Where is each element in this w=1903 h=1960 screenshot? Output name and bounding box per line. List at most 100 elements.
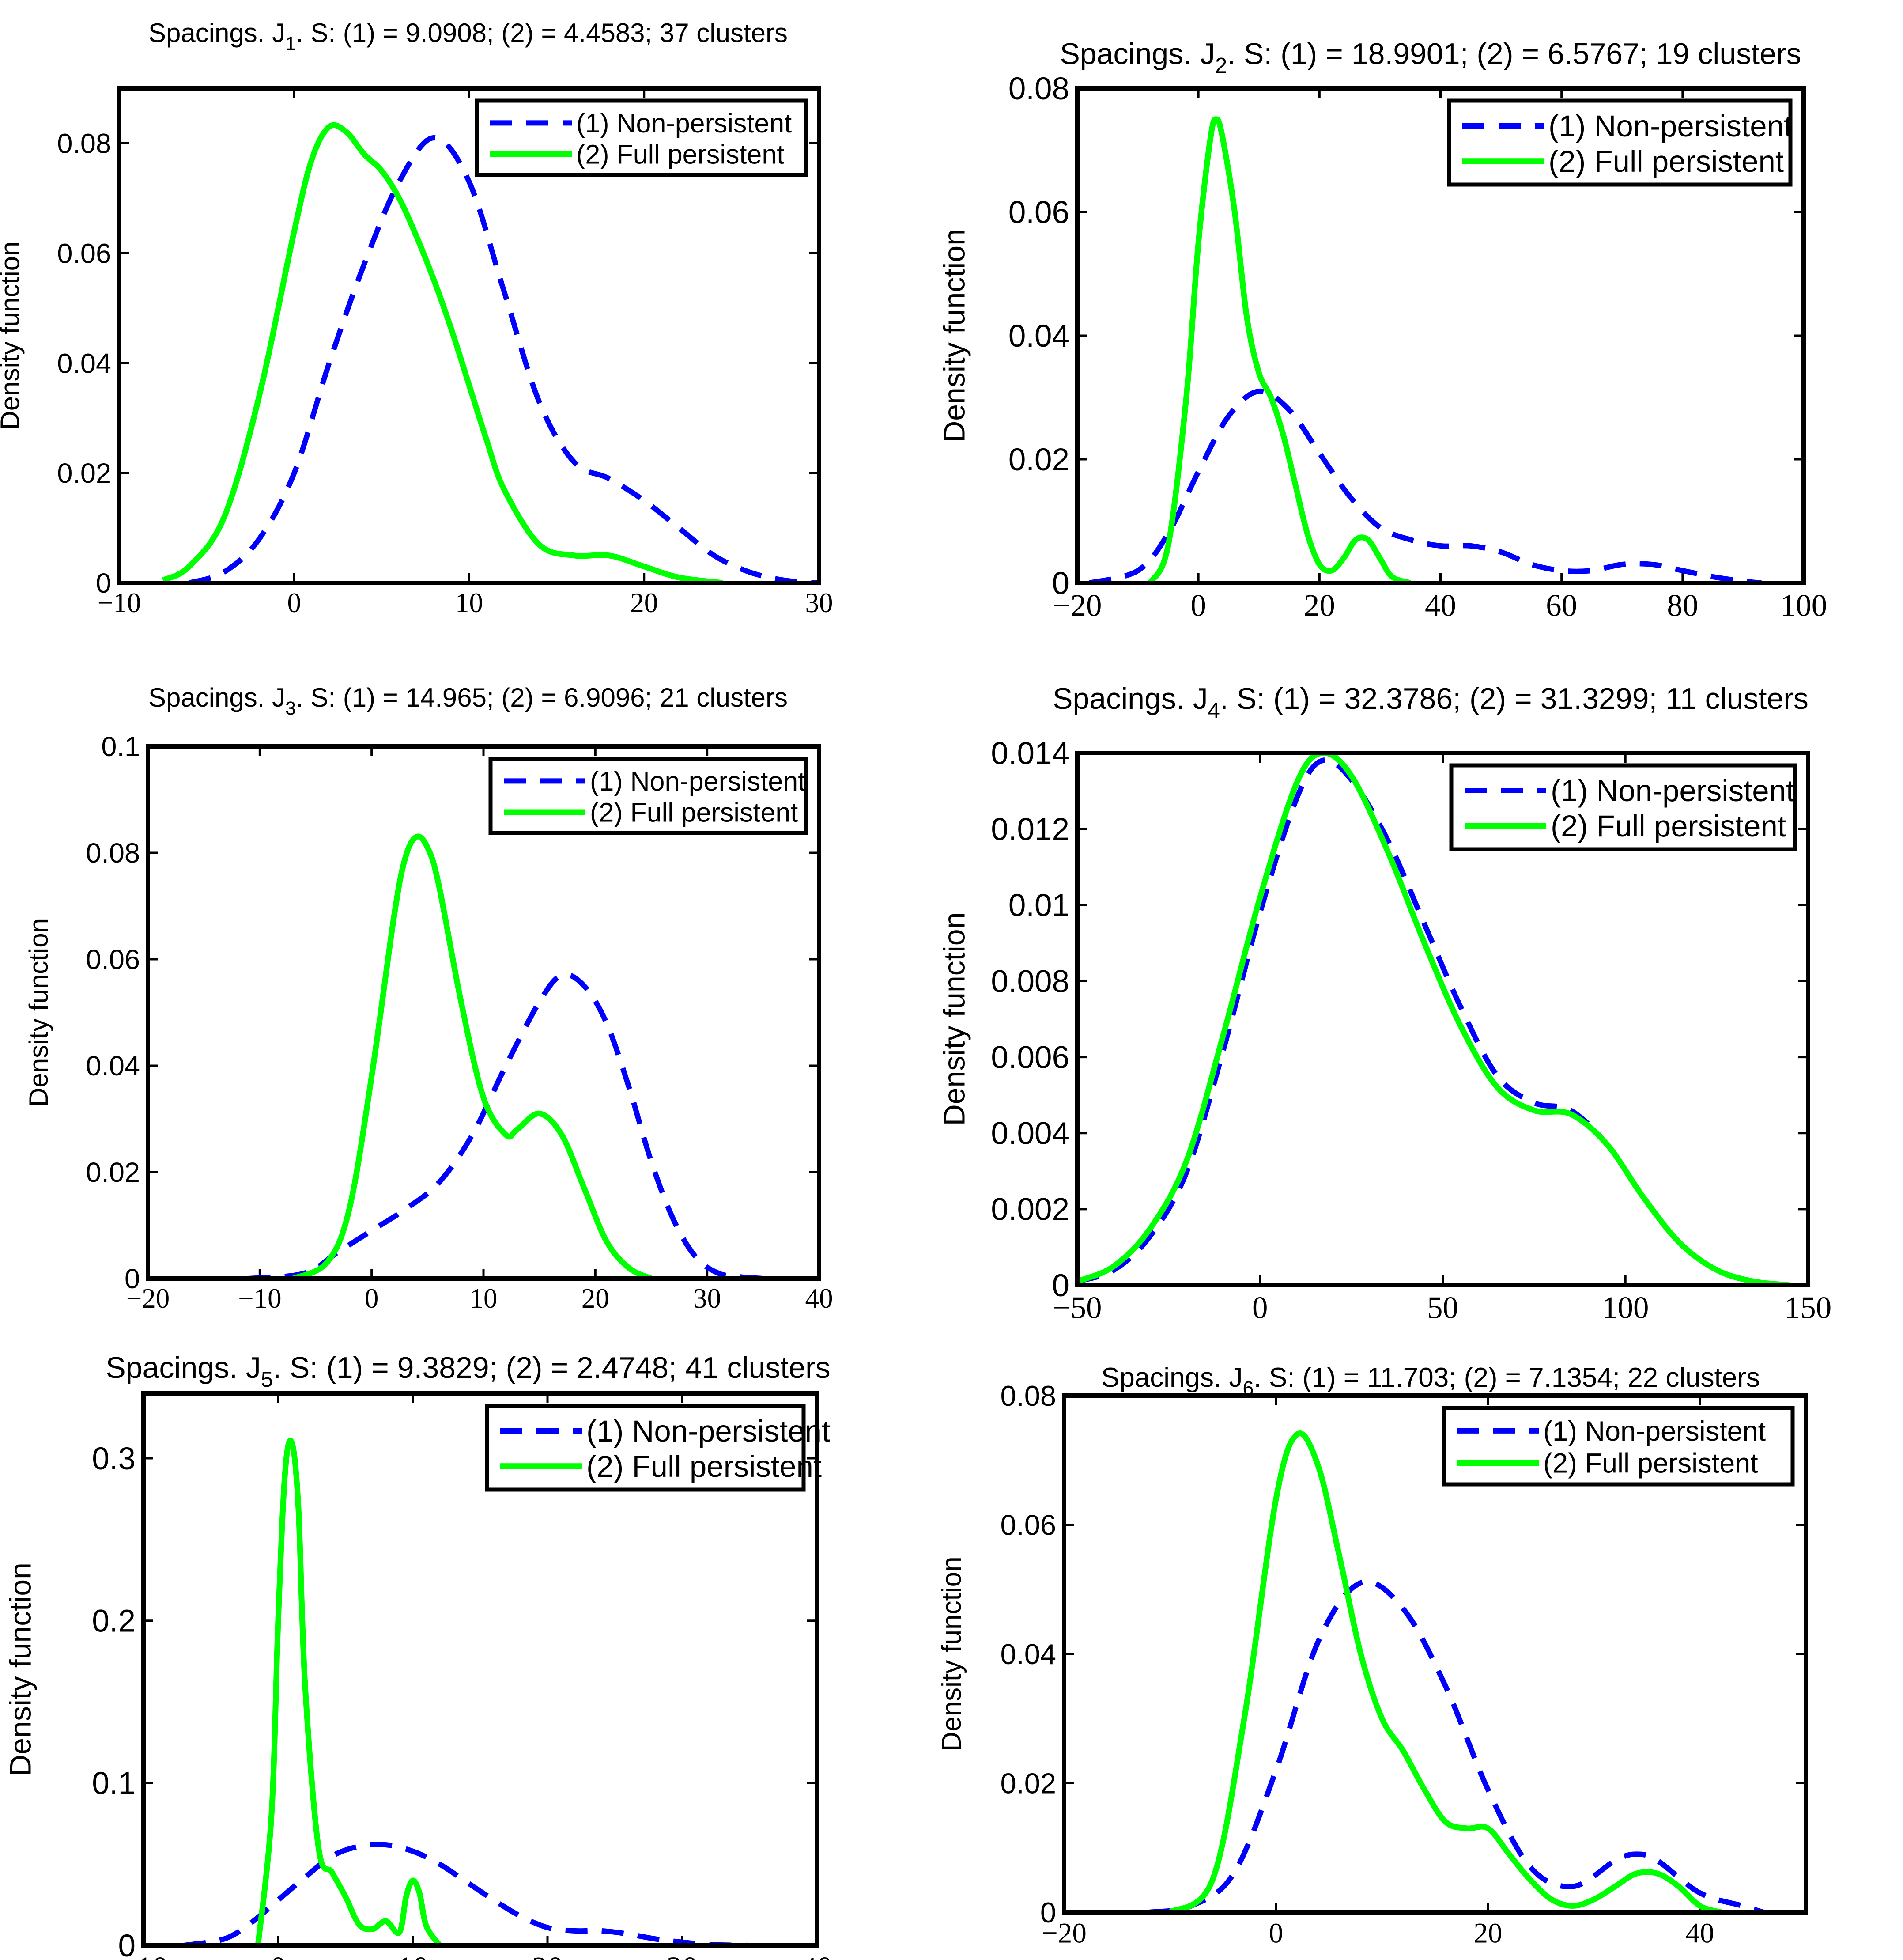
legend: (1) Non-persistent(2) Full persistent <box>475 98 808 177</box>
series-line-non-persistent <box>1088 388 1762 583</box>
x-tick-label: 0 <box>1269 1917 1284 1949</box>
plot-frame <box>117 86 821 585</box>
series-line-non-persistent <box>1148 1579 1764 1912</box>
x-tick-label: 10 <box>455 587 483 618</box>
y-tick-label: 0.04 <box>57 348 111 379</box>
y-tick-label: 0 <box>96 568 111 599</box>
y-tick-label: 0 <box>1040 1896 1056 1929</box>
y-tick-label: 0.06 <box>86 944 140 975</box>
legend: (1) Non-persistent(2) Full persistent <box>485 1404 830 1492</box>
x-tick-label: 150 <box>1785 1291 1832 1325</box>
y-tick-label: 0.1 <box>101 731 140 762</box>
y-tick-label: 0.02 <box>86 1157 140 1188</box>
x-tick-label: 30 <box>805 587 833 618</box>
y-tick-label: 0.06 <box>1000 1509 1056 1541</box>
y-axis-label: Density function <box>936 1556 967 1751</box>
y-tick-label: 0.08 <box>57 128 111 159</box>
legend-label-non-persistent: (1) Non-persistent <box>586 1414 830 1448</box>
x-tick-label: 40 <box>1425 589 1456 623</box>
legend-label-full-persistent: (2) Full persistent <box>586 1449 822 1483</box>
y-tick-label: 0.04 <box>1008 319 1069 354</box>
legend: (1) Non-persistent(2) Full persistent <box>1447 98 1793 187</box>
legend-label-full-persistent: (2) Full persistent <box>1543 1448 1758 1479</box>
legend-box <box>1442 1406 1795 1487</box>
y-tick-label: 0.006 <box>991 1040 1069 1075</box>
legend: (1) Non-persistent(2) Full persistent <box>1442 1406 1795 1487</box>
x-tick-label: 40 <box>1686 1917 1714 1949</box>
plot-frame <box>146 744 821 1281</box>
x-tick-label: 80 <box>1667 589 1698 623</box>
x-tick-label: 100 <box>1780 589 1827 623</box>
plot-frame <box>1075 86 1806 585</box>
y-tick-label: 0.014 <box>991 736 1069 771</box>
y-tick-label: 0.002 <box>991 1192 1069 1227</box>
x-tick-label: 40 <box>805 1283 833 1314</box>
x-tick-label: 0 <box>287 587 302 618</box>
legend-label-non-persistent: (1) Non-persistent <box>576 108 792 138</box>
legend-label-non-persistent: (1) Non-persistent <box>590 766 805 796</box>
y-tick-label: 0.02 <box>1008 443 1069 477</box>
y-tick-label: 0.004 <box>991 1116 1069 1151</box>
x-tick-label: 100 <box>1602 1291 1649 1325</box>
x-tick-label: 0 <box>365 1283 379 1314</box>
series-line-non-persistent <box>183 1842 750 1945</box>
x-tick-label: 20 <box>532 1951 563 1960</box>
y-tick-label: 0.01 <box>1008 888 1069 923</box>
y-tick-label: 0.2 <box>92 1604 136 1639</box>
series-line-full-persistent <box>1147 116 1412 583</box>
x-tick-label: 20 <box>1304 589 1335 623</box>
y-tick-label: 0.06 <box>57 238 111 269</box>
x-tick-label: −50 <box>1053 1291 1102 1325</box>
legend-label-full-persistent: (2) Full persistent <box>590 797 798 827</box>
legend-label-full-persistent: (2) Full persistent <box>576 139 784 169</box>
x-tick-label: 40 <box>801 1951 833 1960</box>
chart-title: Spacings. J2. S: (1) = 18.9901; (2) = 6.… <box>1060 37 1801 78</box>
y-tick-label: 0.02 <box>1000 1767 1056 1799</box>
x-tick-label: −10 <box>119 1951 168 1960</box>
x-tick-label: −20 <box>1042 1917 1087 1949</box>
chart-title: Spacings. J6. S: (1) = 11.703; (2) = 7.1… <box>1101 1362 1760 1400</box>
y-tick-label: 0.012 <box>991 812 1069 847</box>
series-line-full-persistent <box>292 833 653 1279</box>
x-tick-label: 10 <box>397 1951 429 1960</box>
legend-box <box>475 98 808 177</box>
legend-label-full-persistent: (2) Full persistent <box>1551 809 1786 843</box>
x-tick-label: 10 <box>470 1283 498 1314</box>
y-tick-label: 0.1 <box>92 1766 136 1801</box>
y-axis-label: Density function <box>4 1563 37 1776</box>
plot-frame <box>1062 1393 1808 1915</box>
series-line-full-persistent <box>1077 753 1790 1285</box>
legend-label-non-persistent: (1) Non-persistent <box>1543 1416 1766 1447</box>
x-tick-label: 30 <box>667 1951 698 1960</box>
y-tick-label: 0.3 <box>92 1442 136 1476</box>
chart-title: Spacings. J3. S: (1) = 14.965; (2) = 6.9… <box>148 683 788 719</box>
series-line-full-persistent <box>255 1438 442 1945</box>
x-tick-label: 0 <box>1190 589 1206 623</box>
series-line-full-persistent <box>162 122 723 583</box>
y-tick-label: 0.08 <box>1008 72 1069 106</box>
x-tick-label: 30 <box>693 1283 721 1314</box>
legend-box <box>485 1404 806 1492</box>
x-tick-label: 20 <box>1474 1917 1503 1949</box>
y-tick-label: 0.02 <box>57 458 111 489</box>
plot-frame <box>141 1391 819 1948</box>
y-axis-label: Density function <box>937 912 971 1126</box>
x-tick-label: −10 <box>98 587 141 618</box>
y-tick-label: 0.04 <box>86 1051 140 1082</box>
x-tick-label: 60 <box>1546 589 1577 623</box>
chart-title: Spacings. J5. S: (1) = 9.3829; (2) = 2.4… <box>106 1351 830 1392</box>
chart-title: Spacings. J4. S: (1) = 32.3786; (2) = 31… <box>1053 682 1809 723</box>
y-tick-label: 0.008 <box>991 964 1069 999</box>
x-tick-label: 20 <box>581 1283 609 1314</box>
x-tick-label: −10 <box>238 1283 282 1314</box>
series-line-non-persistent <box>248 972 763 1279</box>
series-line-full-persistent <box>1168 1430 1722 1912</box>
y-tick-label: 0.08 <box>86 838 140 869</box>
legend-box <box>1447 98 1793 187</box>
legend-label-non-persistent: (1) Non-persistent <box>1548 109 1792 143</box>
y-tick-label: 0.08 <box>1000 1380 1056 1412</box>
